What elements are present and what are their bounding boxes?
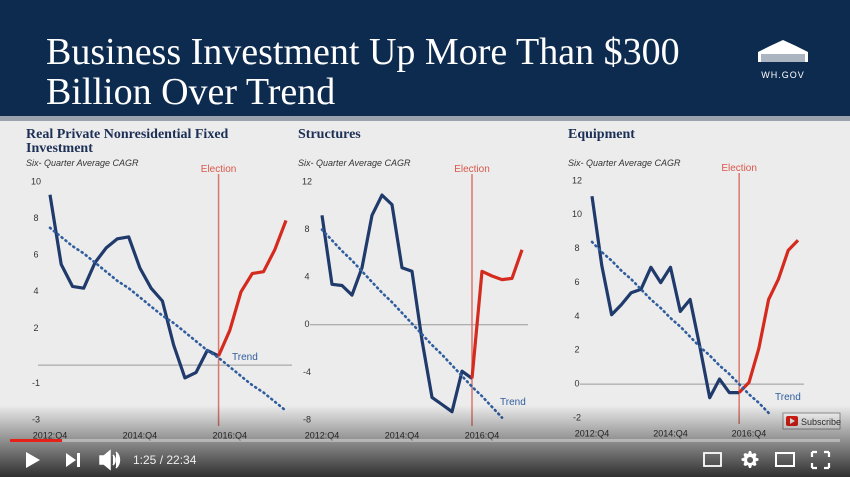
header-band [0, 0, 850, 116]
chart-subtitle: Six- Quarter Average CAGR [568, 158, 681, 168]
logo: WH.GOV [748, 36, 818, 80]
y-tick-label: -4 [303, 367, 311, 377]
y-tick-label: 2 [33, 323, 38, 333]
fullscreen-button[interactable] [810, 450, 831, 470]
trend-line [320, 228, 504, 419]
settings-button[interactable] [741, 451, 759, 468]
chart-subtitle: Six- Quarter Average CAGR [26, 158, 139, 168]
series-line [48, 194, 220, 380]
chart-title: Real Private Nonresidential Fixed Invest… [26, 127, 229, 156]
y-tick-label: 0 [574, 379, 579, 389]
volume-button[interactable] [99, 449, 121, 471]
election-label: Election [721, 163, 757, 174]
trend-line [48, 226, 288, 413]
series-line [470, 249, 524, 379]
y-tick-label: 2 [574, 345, 579, 355]
y-tick-label: 8 [304, 224, 309, 234]
y-tick-label: 8 [574, 243, 579, 253]
y-tick-label: 12 [572, 175, 582, 185]
header-stripe [0, 116, 850, 121]
y-tick-label: 0 [304, 319, 309, 329]
y-tick-label: 10 [572, 209, 582, 219]
y-tick-label: 4 [304, 272, 309, 282]
series-line [737, 239, 800, 394]
trend-label: Trend [500, 397, 526, 408]
trend-label: Trend [775, 392, 801, 403]
y-tick-label: 10 [31, 176, 41, 186]
series-line [590, 195, 740, 400]
slide-title-line: Business Investment Up More Than $300 [46, 31, 680, 73]
next-button[interactable] [66, 453, 80, 467]
series-line [320, 193, 473, 414]
progress-played [10, 439, 63, 442]
y-tick-label: 12 [302, 176, 312, 186]
time-display: 1:25 / 22:34 [133, 453, 197, 467]
y-tick-label: 4 [33, 286, 38, 296]
cc-button[interactable] [703, 452, 722, 467]
play-button[interactable] [26, 452, 40, 468]
controls-shade [0, 405, 850, 477]
slide-title-line: Billion Over Trend [46, 71, 335, 113]
election-label: Election [201, 164, 237, 175]
logo-text: WH.GOV [761, 70, 805, 80]
election-label: Election [454, 164, 490, 175]
trend-label: Trend [232, 352, 258, 363]
chart-title: Structures [298, 127, 361, 142]
theater-button[interactable] [775, 452, 795, 467]
y-tick-label: 4 [574, 311, 579, 321]
chart-subtitle: Six- Quarter Average CAGR [298, 158, 411, 168]
y-tick-label: 6 [574, 277, 579, 287]
chart-title: Equipment [568, 127, 635, 142]
series-line [217, 219, 288, 357]
progress-track [10, 439, 840, 442]
y-tick-label: 6 [33, 250, 38, 260]
y-tick-label: -1 [32, 378, 40, 388]
trend-line [590, 240, 770, 415]
y-tick-label: 8 [33, 213, 38, 223]
